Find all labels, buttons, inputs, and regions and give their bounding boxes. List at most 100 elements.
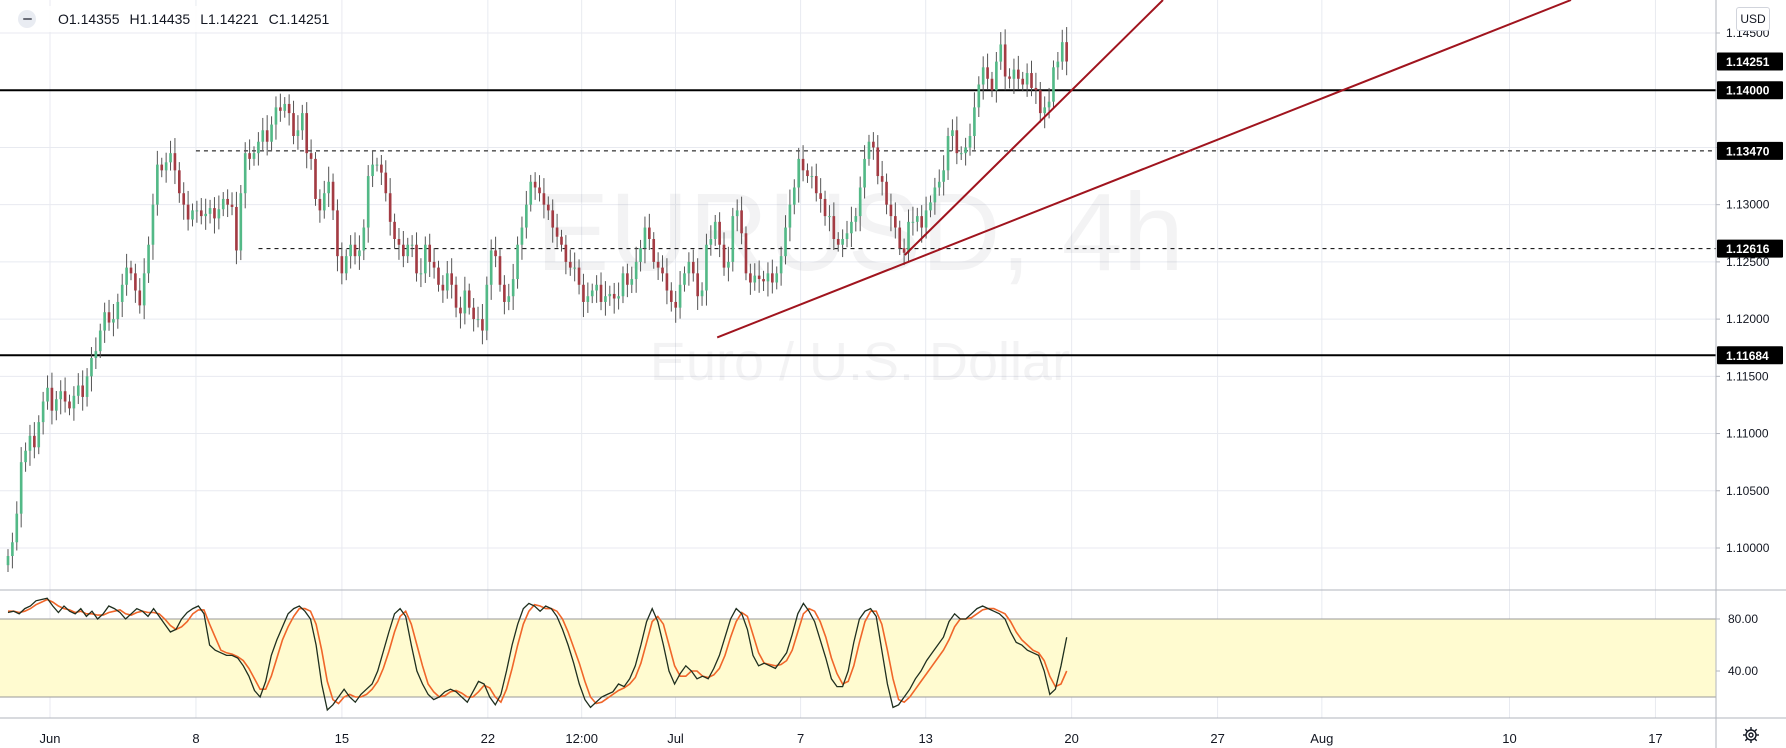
candle-body [221,198,225,210]
candle [551,199,555,243]
candle-body [643,227,647,249]
candle-body [880,176,884,182]
candle [208,199,212,224]
price-axis[interactable]: 1.10000 1.10500 1.11000 1.11500 1.12000 1.125… [1716,26,1770,555]
time-tick-label: 8 [192,731,199,746]
candle [995,51,998,103]
candle [503,275,506,315]
candle-body [577,267,581,285]
candle-body [15,513,19,543]
candle [863,145,866,199]
candle-body [656,261,660,268]
candle-body [639,248,642,262]
candle-body [156,164,159,205]
candle [279,93,282,122]
candle [560,229,563,252]
candle-body [1038,90,1042,114]
candle-body [555,227,559,237]
candle [459,296,462,329]
candle [46,375,49,410]
candle-body [55,399,58,411]
candle [309,139,313,170]
candle [1003,29,1007,91]
candle-body [72,395,76,409]
candle [639,239,642,272]
candle [336,199,339,272]
candle [959,146,963,161]
candle-body [204,213,207,217]
candle [915,207,919,232]
candle-body [889,204,893,217]
candle-body [1056,61,1060,68]
candle [11,532,14,569]
time-axis[interactable]: Jun 8 15 22 12:00 Jul 7 13 20 27 Aug 10 17 [40,731,1663,746]
candle-body [243,153,247,194]
candle-body [797,158,801,188]
price-tick-label: 1.11500 [1726,369,1769,383]
candle [120,273,124,318]
candle-body [191,210,194,220]
price-label-box [1717,239,1783,258]
candle [1008,68,1011,89]
candle [252,146,256,166]
candle [59,380,63,415]
candle [467,283,471,315]
candle [283,97,287,118]
candle [463,276,467,325]
candle [353,232,357,265]
candle-body [775,273,779,283]
candle [687,252,691,286]
candle [775,266,779,290]
candle-body [217,209,221,219]
candle [784,215,787,265]
candle [37,415,41,455]
oscillator-axis[interactable]: 40.00 80.00 [1716,612,1758,678]
time-tick-label: 20 [1064,731,1078,746]
time-tick-label: 10 [1502,731,1516,746]
candle-body [287,103,291,114]
candle-body [353,244,357,257]
candle-body [551,210,555,228]
candle-body [648,227,651,239]
time-tick-label: 17 [1648,731,1662,746]
candle [819,178,822,213]
candle-body [788,204,792,228]
candle [648,213,651,250]
candle-body [467,290,471,308]
candle [762,270,765,291]
candle [612,282,616,314]
candle-body [314,158,317,199]
candle-body [542,193,546,205]
candle-body [841,239,844,245]
candle [977,76,981,118]
candle-body [915,216,919,222]
candle [300,104,304,140]
currency-button[interactable]: USD [1736,7,1770,31]
candle-body [801,158,805,171]
candle-body [397,239,401,245]
candle-body [279,107,282,111]
candle [828,205,831,232]
candle [33,422,36,459]
candle-body [445,273,449,291]
candle [476,306,480,328]
candle-body [546,204,550,211]
candle [564,235,568,275]
candle-body [661,267,664,274]
candle [156,150,159,216]
time-tick-label: 7 [797,731,804,746]
candle-body [129,267,133,274]
gear-icon[interactable] [1740,724,1762,746]
candle [1065,27,1068,76]
candle-body [678,284,682,308]
candle [322,180,326,219]
candle [340,242,344,285]
candle [63,377,67,413]
trendlines[interactable] [716,0,1572,339]
candle [274,96,278,140]
price-label-box [1717,52,1783,71]
candle [665,258,669,305]
collapse-menu-icon[interactable] [18,10,36,28]
